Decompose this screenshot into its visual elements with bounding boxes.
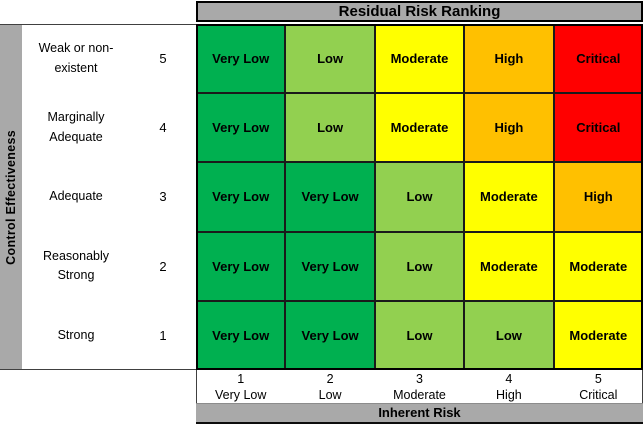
y-axis-category-value: 5: [159, 51, 167, 67]
matrix-cell: Low: [374, 162, 465, 232]
matrix-cell: Moderate: [374, 93, 465, 163]
y-axis-category-label: Marginally Adequate: [47, 110, 105, 144]
x-axis-title: Inherent Risk: [378, 405, 461, 421]
y-axis-category-value: 2: [159, 258, 167, 274]
x-axis-tick-value: 2: [326, 371, 334, 386]
matrix-cell: High: [464, 93, 554, 163]
matrix-cell: Very Low: [196, 300, 286, 370]
x-axis-tick: 2 Low: [285, 370, 374, 403]
matrix-cell: Low: [374, 300, 465, 370]
y-axis-title-bar: Control Effectiveness: [0, 25, 22, 369]
x-axis-tick: 5 Critical: [554, 370, 643, 403]
x-axis-tick-label: Very Low: [214, 387, 267, 402]
x-axis-tick: 3 Moderate: [375, 370, 464, 403]
y-axis-category-value: 4: [159, 120, 167, 136]
matrix-cell: Very Low: [285, 162, 375, 232]
y-axis-category-label: Reasonably Strong: [42, 248, 109, 283]
y-axis-category-value: 1: [159, 327, 167, 343]
matrix-cell: Very Low: [285, 300, 375, 370]
x-axis-tick-value: 3: [416, 371, 423, 386]
matrix-cell: Critical: [553, 24, 643, 94]
y-axis-category-value: 3: [159, 189, 167, 205]
matrix-cell: Moderate: [464, 231, 554, 301]
matrix-cell: Moderate: [553, 231, 643, 301]
x-axis-tick-label: Critical: [579, 387, 618, 402]
matrix-cell: Low: [285, 93, 375, 163]
y-axis-category-label: Adequate: [49, 189, 103, 204]
matrix-cell: Low: [464, 300, 554, 370]
x-axis-tick-label: High: [496, 387, 522, 402]
matrix-cell: High: [464, 24, 554, 94]
matrix-cell: Moderate: [464, 162, 554, 232]
x-axis-tick: 4 High: [464, 370, 553, 403]
chart-title-bar: Residual Risk Ranking: [196, 1, 643, 22]
matrix-cell: Very Low: [285, 231, 375, 301]
x-axis-tick-label: Low: [318, 387, 342, 402]
y-axis-category-label: Weak or non-existent: [38, 41, 114, 75]
matrix-cell: Moderate: [553, 300, 643, 370]
matrix-cell: Moderate: [374, 24, 465, 94]
x-axis-tick-value: 5: [594, 371, 602, 386]
y-axis-category-label: Strong: [57, 327, 95, 342]
chart-title: Residual Risk Ranking: [338, 3, 501, 20]
x-axis-tick-label: Moderate: [393, 387, 446, 402]
matrix-cell: High: [553, 162, 643, 232]
matrix-cell: Critical: [553, 93, 643, 163]
matrix-cell: Very Low: [196, 162, 286, 232]
x-axis-title-bar: Inherent Risk: [196, 402, 643, 424]
x-axis-tick-value: 1: [237, 371, 245, 386]
x-axis-tick: 1 Very Low: [196, 370, 285, 403]
matrix-cell: Very Low: [196, 93, 286, 163]
y-axis-title: Control Effectiveness: [4, 129, 18, 265]
matrix-cell: Low: [374, 231, 465, 301]
x-axis-tick-value: 4: [505, 371, 513, 386]
matrix-cell: Low: [285, 24, 375, 94]
matrix-cell: Very Low: [196, 231, 286, 301]
matrix-cell: Very Low: [196, 24, 286, 94]
y-axis-area: [0, 24, 196, 370]
